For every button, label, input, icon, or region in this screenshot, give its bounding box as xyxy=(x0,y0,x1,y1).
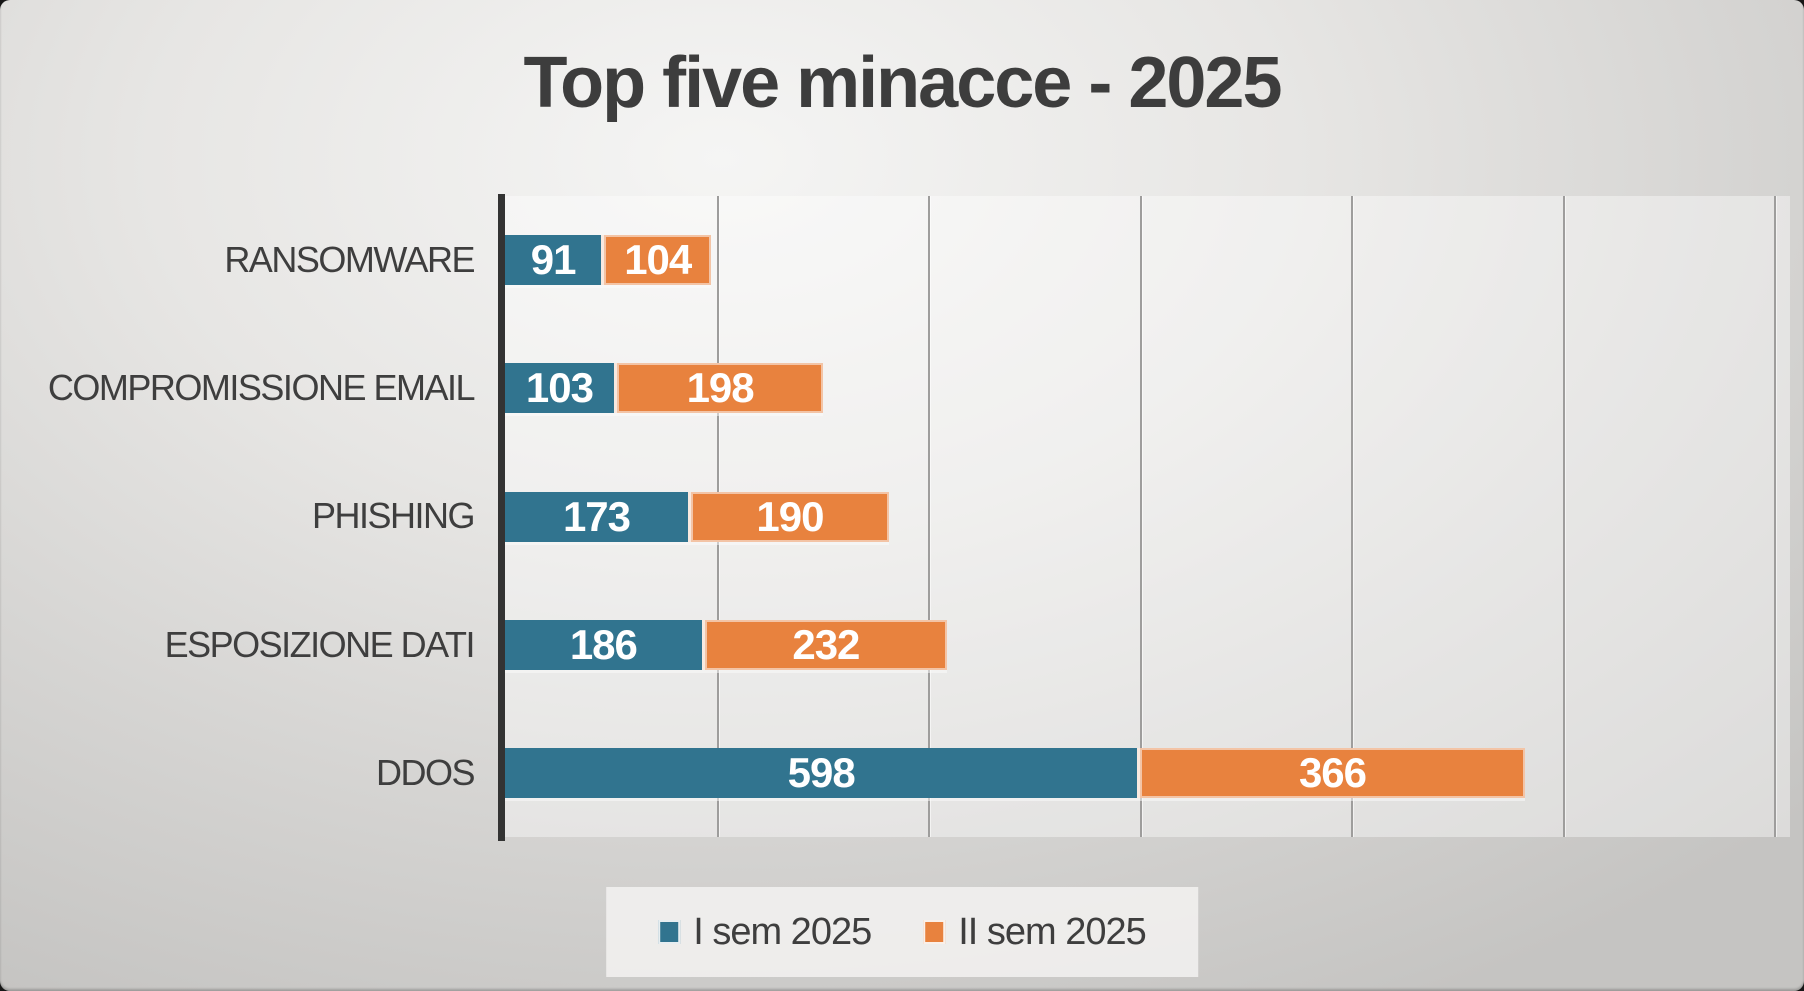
bar-value-label: 190 xyxy=(756,492,824,540)
bar-segment-ii-sem-2025: 190 xyxy=(687,491,889,542)
legend-item: I sem 2025 xyxy=(658,910,872,954)
bar-segment-ii-sem-2025: 198 xyxy=(613,363,824,414)
bar-row: 91 104 xyxy=(505,235,712,286)
bar-segment-i-sem-2025: 103 xyxy=(505,363,614,414)
bar-row: 186 232 xyxy=(505,619,948,670)
bar-value-label: 366 xyxy=(1298,748,1367,796)
bar-row: 173 190 xyxy=(505,491,889,542)
gridline-600 xyxy=(1139,196,1142,837)
bar-value-label: 173 xyxy=(562,492,631,540)
legend-item: II sem 2025 xyxy=(923,910,1147,954)
legend-label: I sem 2025 xyxy=(693,910,872,953)
category-label: PHISHING xyxy=(311,495,476,537)
gridline-1200 xyxy=(1774,196,1777,837)
category-label: COMPROMISSIONE EMAIL xyxy=(47,367,476,409)
bar-segment-i-sem-2025: 598 xyxy=(505,747,1138,798)
category-label: DDOS xyxy=(375,751,476,793)
plot-area: 91 104 103 198 173 190 186 232 598 366 xyxy=(505,196,1790,837)
bar-row: 103 198 xyxy=(505,363,824,414)
legend-label: II sem 2025 xyxy=(958,910,1147,953)
bar-segment-ii-sem-2025: 366 xyxy=(1137,747,1525,798)
legend-swatch-2 xyxy=(923,920,946,944)
legend-swatch-1 xyxy=(658,920,681,944)
bar-row: 598 366 xyxy=(505,747,1525,798)
bar-segment-i-sem-2025: 173 xyxy=(505,491,688,542)
bar-value-label: 598 xyxy=(787,748,856,796)
chart-title: Top five minacce - 2025 xyxy=(523,43,1282,123)
bar-segment-ii-sem-2025: 104 xyxy=(601,235,712,286)
category-axis-labels: RANSOMWARE COMPROMISSIONE EMAIL PHISHING ES… xyxy=(0,196,476,837)
bar-value-label: 103 xyxy=(525,364,594,412)
legend: I sem 2025 II sem 2025 xyxy=(606,887,1198,977)
bar-value-label: 91 xyxy=(530,236,577,284)
bar-segment-i-sem-2025: 91 xyxy=(505,235,602,286)
category-label: ESPOSIZIONE DATI xyxy=(164,623,476,665)
bar-value-label: 198 xyxy=(686,364,755,412)
category-label: RANSOMWARE xyxy=(224,239,475,281)
bar-segment-ii-sem-2025: 232 xyxy=(701,619,948,670)
bar-value-label: 104 xyxy=(624,236,692,284)
bar-segment-i-sem-2025: 186 xyxy=(505,619,702,670)
bar-value-label: 232 xyxy=(792,620,860,668)
bar-value-label: 186 xyxy=(569,620,638,668)
gridline-400 xyxy=(928,196,931,837)
gridline-1000 xyxy=(1562,196,1565,837)
category-axis-line xyxy=(498,194,505,841)
gridline-800 xyxy=(1351,196,1354,837)
